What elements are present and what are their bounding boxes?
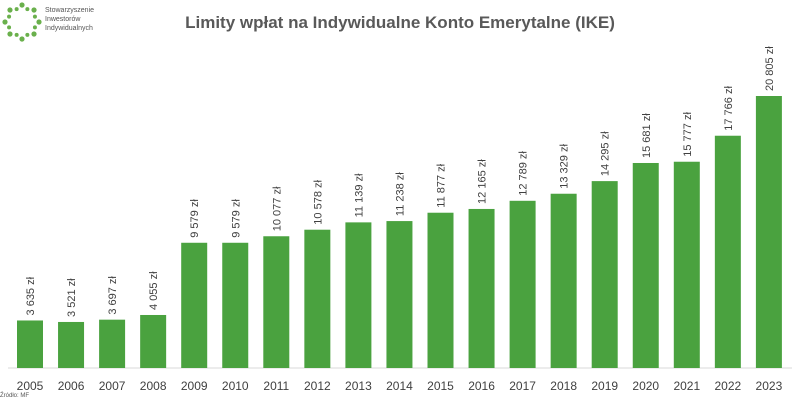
logo-dot: [14, 7, 19, 12]
data-label: 10 077 zł: [271, 186, 283, 231]
x-tick-label: 2009: [181, 379, 208, 393]
bar-2012: [304, 229, 331, 368]
logo-dot: [31, 31, 37, 37]
data-label: 15 681 zł: [641, 113, 653, 158]
bar-2006: [58, 321, 85, 368]
data-label: 13 329 zł: [559, 144, 571, 189]
data-label: 3 697 zł: [107, 276, 119, 315]
chart-title: Limity wpłat na Indywidualne Konto Emery…: [185, 13, 615, 32]
data-label: 17 766 zł: [723, 86, 735, 131]
logo-dot: [7, 7, 13, 13]
x-tick-label: 2005: [17, 379, 44, 393]
bar-2016: [468, 208, 495, 368]
bar-2022: [714, 135, 741, 368]
data-label: 20 805 zł: [764, 46, 776, 91]
data-label: 12 165 zł: [477, 159, 489, 204]
bar-2015: [427, 212, 454, 368]
data-label: 3 521 zł: [66, 278, 78, 317]
x-tick-label: 2012: [304, 379, 331, 393]
bar-2005: [17, 320, 43, 368]
logo-line: Indywidualnych: [45, 25, 93, 32]
bar-2008: [140, 314, 167, 368]
data-label: 12 789 zł: [518, 151, 530, 196]
bar-2018: [550, 193, 577, 368]
bar-2011: [263, 236, 290, 368]
x-tick-label: 2010: [222, 379, 249, 393]
data-label: 11 238 zł: [394, 172, 406, 216]
x-tick-label: 2017: [509, 379, 536, 393]
x-tick-label: 2013: [345, 379, 372, 393]
data-label: 10 578 zł: [312, 180, 324, 225]
bar-2010: [222, 242, 249, 368]
data-label: 14 295 zł: [600, 131, 612, 176]
x-tick-label: 2022: [714, 379, 741, 393]
x-tick-label: 2011: [263, 379, 289, 393]
x-tick-label: 2015: [427, 379, 454, 393]
x-tick-label: 2023: [756, 379, 783, 393]
x-tick-label: 2021: [673, 379, 700, 393]
logo-dot: [2, 19, 8, 25]
logo-dot: [32, 25, 37, 30]
bar-2007: [99, 319, 126, 368]
x-tick-label: 2007: [99, 379, 126, 393]
data-label: 15 777 zł: [682, 112, 694, 157]
logo-dot: [19, 36, 25, 42]
x-tick-label: 2008: [140, 379, 167, 393]
logo-dot: [32, 14, 37, 19]
data-label: 9 579 zł: [230, 199, 242, 238]
data-label: 4 055 zł: [148, 271, 160, 310]
data-label: 11 877 zł: [436, 163, 448, 207]
logo-line: Inwestorów: [45, 16, 81, 23]
logo-dot: [25, 32, 30, 37]
x-tick-label: 2016: [468, 379, 495, 393]
bar-2020: [632, 162, 659, 368]
x-tick-label: 2020: [632, 379, 659, 393]
logo-line: Stowarzyszenie: [45, 7, 95, 14]
bar-2013: [345, 222, 372, 368]
data-label: 9 579 zł: [189, 199, 201, 238]
bar-2017: [509, 200, 536, 368]
logo-dot: [14, 32, 19, 37]
logo-icon: [2, 2, 42, 42]
logo-dot: [7, 31, 13, 37]
logo-dot: [7, 14, 12, 19]
bar-2019: [591, 181, 618, 368]
data-label: 11 139 zł: [353, 173, 365, 217]
bar-2021: [673, 161, 700, 368]
logo-dot: [36, 19, 42, 25]
logo-dot: [19, 2, 25, 8]
x-tick-label: 2014: [386, 379, 413, 393]
x-tick-label: 2019: [591, 379, 618, 393]
logo-dot: [25, 7, 30, 12]
logo-dot: [31, 7, 37, 13]
bar-2009: [181, 242, 208, 368]
data-label: 3 635 zł: [25, 276, 37, 315]
x-tick-label: 2006: [58, 379, 85, 393]
x-tick-label: 2018: [550, 379, 577, 393]
logo-dot: [7, 25, 12, 30]
logo-text: Stowarzyszenie Inwestorów Indywidualnych: [45, 6, 94, 33]
bar-2014: [386, 221, 413, 368]
bar-2023: [755, 96, 782, 368]
source-note: Źródło: MF: [0, 393, 30, 399]
